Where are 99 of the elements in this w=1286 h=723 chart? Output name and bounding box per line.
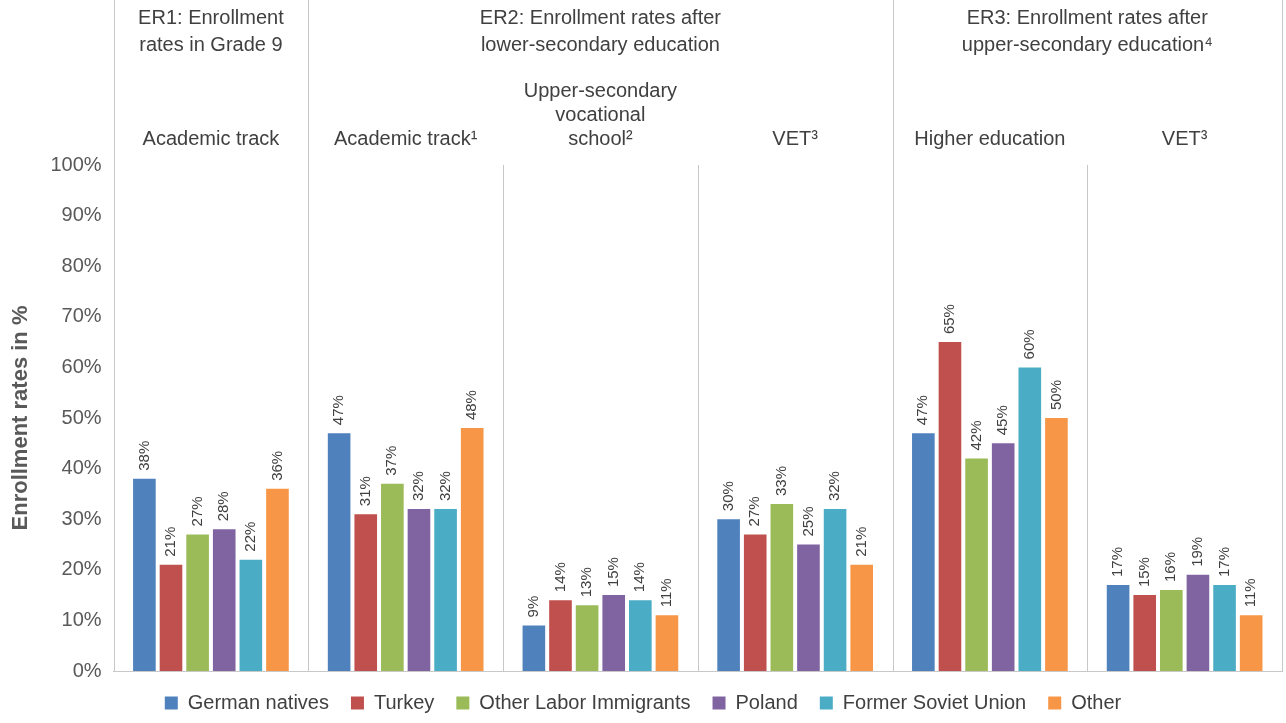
x-tick-label: VET³ xyxy=(1161,127,1208,149)
data-label: 16% xyxy=(1161,552,1179,583)
legend-label: Turkey xyxy=(373,690,435,713)
x-tick-label: VET³ xyxy=(772,127,819,149)
y-tick-label: 100% xyxy=(50,152,102,175)
legend-label: Former Soviet Union xyxy=(842,690,1027,713)
y-tick-label: 30% xyxy=(61,506,102,529)
x-tick-label: Upper-secondary vocational school² xyxy=(523,79,678,149)
y-tick-label: 50% xyxy=(61,405,102,428)
y-tick-label: 60% xyxy=(61,354,102,377)
data-label: 37% xyxy=(382,445,400,476)
data-label: 32% xyxy=(435,471,453,502)
x-tick-label: Higher education xyxy=(914,127,1066,149)
data-label: 36% xyxy=(267,450,285,481)
bar xyxy=(1213,584,1236,671)
bar xyxy=(1239,615,1263,671)
bar xyxy=(938,342,962,671)
data-label: 33% xyxy=(771,465,789,497)
data-label: 65% xyxy=(940,304,958,335)
data-label: 21% xyxy=(851,526,869,557)
y-tick-label: 70% xyxy=(61,304,102,327)
bar xyxy=(717,519,740,671)
data-label: 28% xyxy=(214,491,232,522)
y-tick-label: 10% xyxy=(61,607,102,630)
data-label: 31% xyxy=(355,476,373,507)
data-label: 42% xyxy=(966,420,984,451)
bar xyxy=(912,433,935,671)
data-label: 27% xyxy=(187,496,205,527)
data-label: 11% xyxy=(1241,578,1259,608)
data-label: 14% xyxy=(630,562,648,593)
data-label: 47% xyxy=(913,395,931,426)
x-tick-label: Academic track xyxy=(142,127,281,149)
y-tick-label: 0% xyxy=(72,658,102,681)
bar xyxy=(159,564,183,671)
bar xyxy=(575,605,599,671)
bar xyxy=(549,600,572,671)
data-label: 60% xyxy=(1019,329,1037,360)
data-label: 15% xyxy=(1134,557,1152,588)
legend-label: Other Labor Immigrants xyxy=(479,690,691,713)
bar xyxy=(1018,367,1042,671)
bar xyxy=(407,509,431,671)
y-tick-label: 90% xyxy=(61,203,102,226)
bar xyxy=(850,564,873,671)
x-tick-label: Academic track¹ xyxy=(333,127,478,149)
y-tick-label: 20% xyxy=(61,557,102,580)
data-label: 38% xyxy=(134,440,152,471)
bar xyxy=(743,534,767,671)
data-label: 27% xyxy=(745,496,763,527)
y-tick-label: 40% xyxy=(61,456,102,479)
legend-label: Other xyxy=(1071,690,1122,713)
bar xyxy=(133,478,156,671)
bar xyxy=(965,458,988,671)
bar xyxy=(381,483,404,671)
bar xyxy=(797,544,820,671)
data-label: 50% xyxy=(1046,379,1064,410)
data-label: 14% xyxy=(550,562,568,593)
bar xyxy=(602,595,626,671)
bar xyxy=(460,428,484,671)
bar xyxy=(327,433,351,671)
bar xyxy=(1045,418,1068,671)
bar xyxy=(629,600,652,671)
y-axis-title: Enrollment rates in % xyxy=(7,305,33,531)
bar xyxy=(354,514,378,671)
bar xyxy=(770,504,794,671)
data-label: 9% xyxy=(524,595,542,618)
data-label: 19% xyxy=(1188,536,1206,567)
data-label: 21% xyxy=(161,526,179,557)
bar xyxy=(823,509,847,671)
bar xyxy=(186,534,209,671)
bar xyxy=(1133,595,1157,671)
bar xyxy=(522,625,546,671)
data-label: 15% xyxy=(603,557,621,588)
bar xyxy=(266,488,289,671)
bar xyxy=(434,509,457,671)
y-tick-label: 80% xyxy=(61,253,102,276)
data-label: 47% xyxy=(329,395,347,426)
data-label: 17% xyxy=(1214,546,1232,577)
bar xyxy=(1106,584,1130,671)
bar xyxy=(655,615,679,671)
data-label: 22% xyxy=(240,521,258,552)
bar xyxy=(239,559,263,671)
text: ER2: Enrollment rates after lower-secondary education xyxy=(479,6,722,55)
bar xyxy=(1160,590,1183,671)
bar xyxy=(1186,574,1210,671)
data-label: 30% xyxy=(718,481,736,512)
bar xyxy=(991,443,1015,671)
data-label: 17% xyxy=(1108,546,1126,577)
data-label: 11% xyxy=(657,578,675,608)
data-label: 48% xyxy=(462,390,480,421)
data-label: 45% xyxy=(993,405,1011,436)
legend-label: German natives xyxy=(187,690,329,713)
legend-label: Poland xyxy=(735,690,798,713)
text: ER1: Enrollment rates in Grade 9 xyxy=(138,6,285,55)
data-label: 25% xyxy=(798,506,816,537)
bar xyxy=(212,529,236,671)
data-label: 13% xyxy=(577,567,595,598)
text: ER3: Enrollment rates after upper-secondary education⁴ xyxy=(961,6,1213,55)
data-label: 32% xyxy=(825,471,843,502)
data-label: 32% xyxy=(409,471,427,502)
